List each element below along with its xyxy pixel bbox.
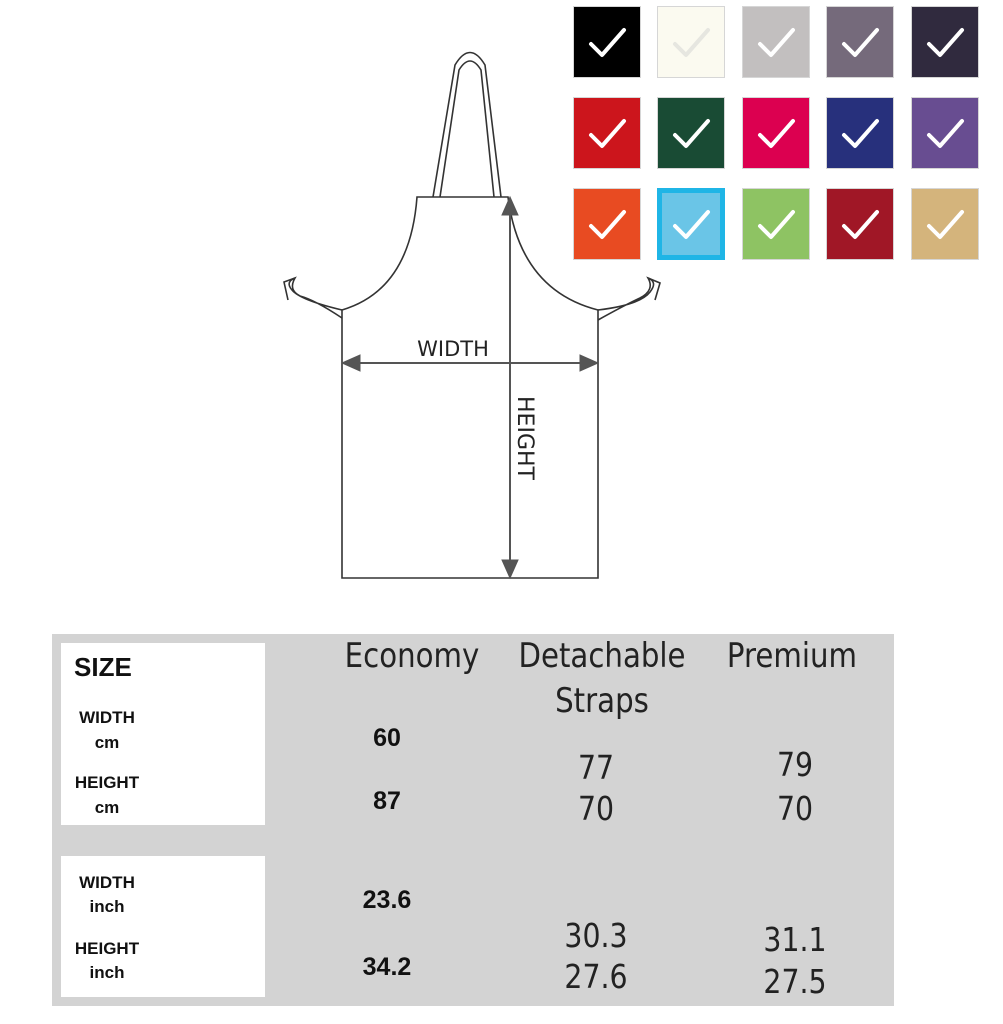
checkmark-icon	[842, 28, 879, 57]
inch-height-unit: inch	[89, 963, 125, 982]
economy-height-cm: 87	[373, 787, 401, 815]
color-swatch[interactable]	[911, 188, 979, 260]
right-tie-end	[647, 277, 661, 301]
checkmark-icon	[758, 28, 795, 57]
header-detachable-straps: Straps	[555, 681, 649, 721]
detachable-height-inch: 27.6	[564, 957, 628, 996]
color-swatch[interactable]	[911, 6, 979, 78]
apron-diagram: WIDTH HEIGHT	[283, 51, 661, 580]
inch-label-box	[61, 856, 265, 997]
color-swatch[interactable]	[657, 97, 725, 169]
checkmark-icon	[758, 210, 795, 239]
cm-height-label: HEIGHT	[74, 773, 140, 792]
checkmark-icon	[589, 210, 626, 239]
color-swatch[interactable]	[573, 188, 641, 260]
inch-width-label: WIDTH	[79, 873, 135, 892]
color-swatch[interactable]	[826, 188, 894, 260]
height-label: HEIGHT	[512, 396, 537, 481]
premium-width-cm: 79	[776, 745, 814, 784]
premium-height-inch: 27.5	[763, 962, 827, 1001]
color-swatch[interactable]	[826, 6, 894, 78]
header-economy: Economy	[344, 636, 480, 676]
checkmark-icon	[589, 119, 626, 148]
checkmark-icon	[927, 119, 964, 148]
checkmark-icon	[758, 119, 795, 148]
checkmark-icon	[842, 119, 879, 148]
detachable-width-inch: 30.3	[564, 916, 628, 955]
color-swatch[interactable]	[573, 97, 641, 169]
size-heading: SIZE	[74, 652, 132, 682]
economy-width-inch: 23.6	[362, 886, 412, 914]
color-swatch[interactable]	[826, 97, 894, 169]
neck-strap	[432, 51, 502, 198]
checkmark-icon	[927, 210, 964, 239]
premium-height-cm: 70	[776, 789, 814, 828]
detachable-height-cm: 70	[577, 789, 615, 828]
checkmark-icon	[927, 28, 964, 57]
economy-width-cm: 60	[373, 724, 401, 752]
color-swatch[interactable]	[657, 188, 725, 260]
color-swatch[interactable]	[742, 188, 810, 260]
color-swatch[interactable]	[573, 6, 641, 78]
apron-outline	[341, 196, 599, 579]
header-detachable: Detachable	[518, 636, 686, 676]
right-tie	[597, 276, 655, 321]
checkmark-icon	[842, 210, 879, 239]
left-tie	[288, 276, 343, 319]
detachable-width-cm: 77	[577, 748, 615, 787]
cm-width-label: WIDTH	[79, 708, 135, 727]
economy-height-inch: 34.2	[362, 953, 412, 981]
height-arrow	[501, 195, 519, 580]
width-arrow	[340, 354, 600, 372]
width-label: WIDTH	[417, 337, 489, 361]
cm-label-box	[61, 643, 265, 825]
premium-width-inch: 31.1	[763, 920, 827, 959]
color-swatch[interactable]	[657, 6, 725, 78]
color-swatch[interactable]	[911, 97, 979, 169]
checkmark-icon	[673, 119, 710, 148]
color-swatch[interactable]	[742, 97, 810, 169]
inch-height-label: HEIGHT	[74, 939, 140, 958]
inch-width-unit: inch	[89, 897, 125, 916]
left-tie-end	[283, 277, 296, 301]
checkmark-icon	[589, 28, 626, 57]
cm-width-unit: cm	[94, 733, 120, 752]
color-swatch[interactable]	[742, 6, 810, 78]
checkmark-icon	[673, 28, 710, 57]
header-premium: Premium	[726, 636, 858, 676]
cm-height-unit: cm	[94, 798, 120, 817]
checkmark-icon	[673, 210, 710, 239]
